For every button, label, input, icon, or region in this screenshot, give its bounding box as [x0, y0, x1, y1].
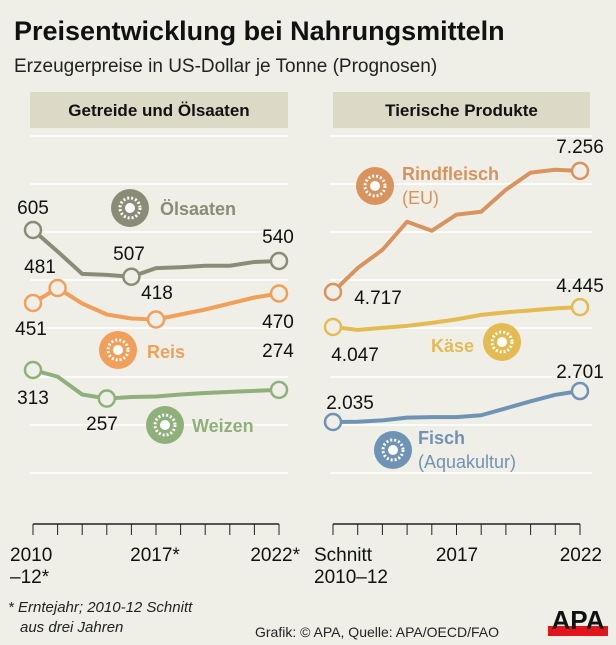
- fish-icon: [374, 431, 412, 469]
- tick-label-first-line-2: 2010–12: [314, 567, 388, 588]
- series-line: [332, 389, 581, 424]
- data-label: 257: [86, 414, 118, 435]
- tick-label-first: 2010: [10, 545, 52, 566]
- tick-label-last: 2022*: [250, 545, 300, 566]
- apa-logo: APA: [548, 605, 608, 636]
- series-sunflower: 605 507 540 Ölsaaten: [17, 189, 294, 286]
- data-point: [122, 267, 141, 286]
- data-label: 7.256: [556, 137, 604, 158]
- series-name-line-2: (Aquakultur): [418, 452, 516, 472]
- data-point: [269, 284, 289, 303]
- footnote-line-1: * Erntejahr; 2010-12 Schnitt: [8, 599, 193, 616]
- data-label: 4.047: [331, 345, 379, 366]
- credit: Grafik: © APA, Quelle: APA/OECD/FAO: [255, 624, 499, 640]
- panel-grains-oilseeds: Getreide und Ölsaaten 2010–12* 2017* 2022* 6…: [10, 92, 301, 588]
- data-point: [323, 412, 343, 432]
- series-cheese: 4.047 4.445 Käse: [323, 276, 604, 366]
- panel-header: [333, 92, 590, 128]
- data-point: [269, 251, 289, 271]
- data-point: [23, 360, 43, 380]
- sunflower-icon: [111, 189, 149, 227]
- series-name: Fisch: [418, 428, 465, 448]
- data-label: 507: [113, 244, 145, 265]
- data-label: 313: [17, 388, 49, 409]
- chart-subtitle: Erzeugerpreise in US-Dollar je Tonne (Pr…: [14, 56, 437, 77]
- panel-header: [30, 92, 288, 128]
- data-point: [23, 220, 43, 240]
- data-label: 418: [141, 283, 173, 304]
- data-point: [269, 380, 289, 400]
- data-label: 451: [15, 319, 47, 340]
- data-point: [570, 161, 590, 181]
- panel-title: Getreide und Ölsaaten: [68, 101, 249, 120]
- data-point: [570, 297, 590, 317]
- data-label: 540: [262, 227, 294, 248]
- panel-title: Tierische Produkte: [385, 101, 538, 120]
- data-point: [146, 310, 166, 329]
- data-label: 4.445: [556, 276, 604, 297]
- series-line: [31, 228, 280, 279]
- data-label: 605: [17, 198, 49, 219]
- data-point: [23, 293, 43, 313]
- cow-icon: [356, 167, 394, 205]
- data-label: 481: [24, 257, 56, 278]
- series-name: Weizen: [192, 416, 254, 436]
- wheat-icon: [146, 406, 184, 444]
- footnote-line-2: aus drei Jahren: [20, 619, 123, 636]
- data-label: 2.701: [556, 362, 604, 383]
- cheese-icon: [483, 323, 521, 361]
- series-line: [32, 368, 280, 401]
- series-rice: 451 481 418 470 Reis: [15, 257, 294, 369]
- data-point: [97, 389, 117, 408]
- series-fish: 2.035 2.701 Fisch (Aquakultur): [323, 362, 604, 472]
- data-label: 470: [262, 312, 294, 333]
- series-wheat: 313 257 274 Weizen: [17, 341, 294, 444]
- series-cow: 4.717 7.256 Rindfleisch (EU): [323, 137, 604, 309]
- series-name: Käse: [431, 336, 474, 356]
- series-line: [331, 167, 581, 294]
- tick-label-first-line-2: –12*: [10, 567, 50, 588]
- rice-icon: [99, 331, 137, 369]
- series-name: Ölsaaten: [160, 199, 236, 219]
- chart-title: Preisentwicklung bei Nahrungsmitteln: [14, 16, 505, 46]
- tick-label-first: Schnitt: [314, 545, 373, 566]
- tick-label-mid: 2017: [436, 545, 478, 566]
- series-name-line-2: (EU): [402, 188, 439, 208]
- series-line: [332, 305, 581, 332]
- tick-label-mid: 2017*: [130, 545, 180, 566]
- data-point: [570, 381, 590, 401]
- data-point: [323, 282, 343, 302]
- data-point: [323, 317, 343, 337]
- data-label: 4.717: [354, 288, 402, 309]
- series-name: Reis: [147, 342, 185, 362]
- data-point: [48, 278, 67, 298]
- series-name: Rindfleisch: [402, 164, 499, 184]
- svg-text:APA: APA: [552, 605, 605, 635]
- data-label: 274: [262, 341, 294, 362]
- data-label: 2.035: [326, 393, 374, 414]
- tick-label-last: 2022: [560, 545, 602, 566]
